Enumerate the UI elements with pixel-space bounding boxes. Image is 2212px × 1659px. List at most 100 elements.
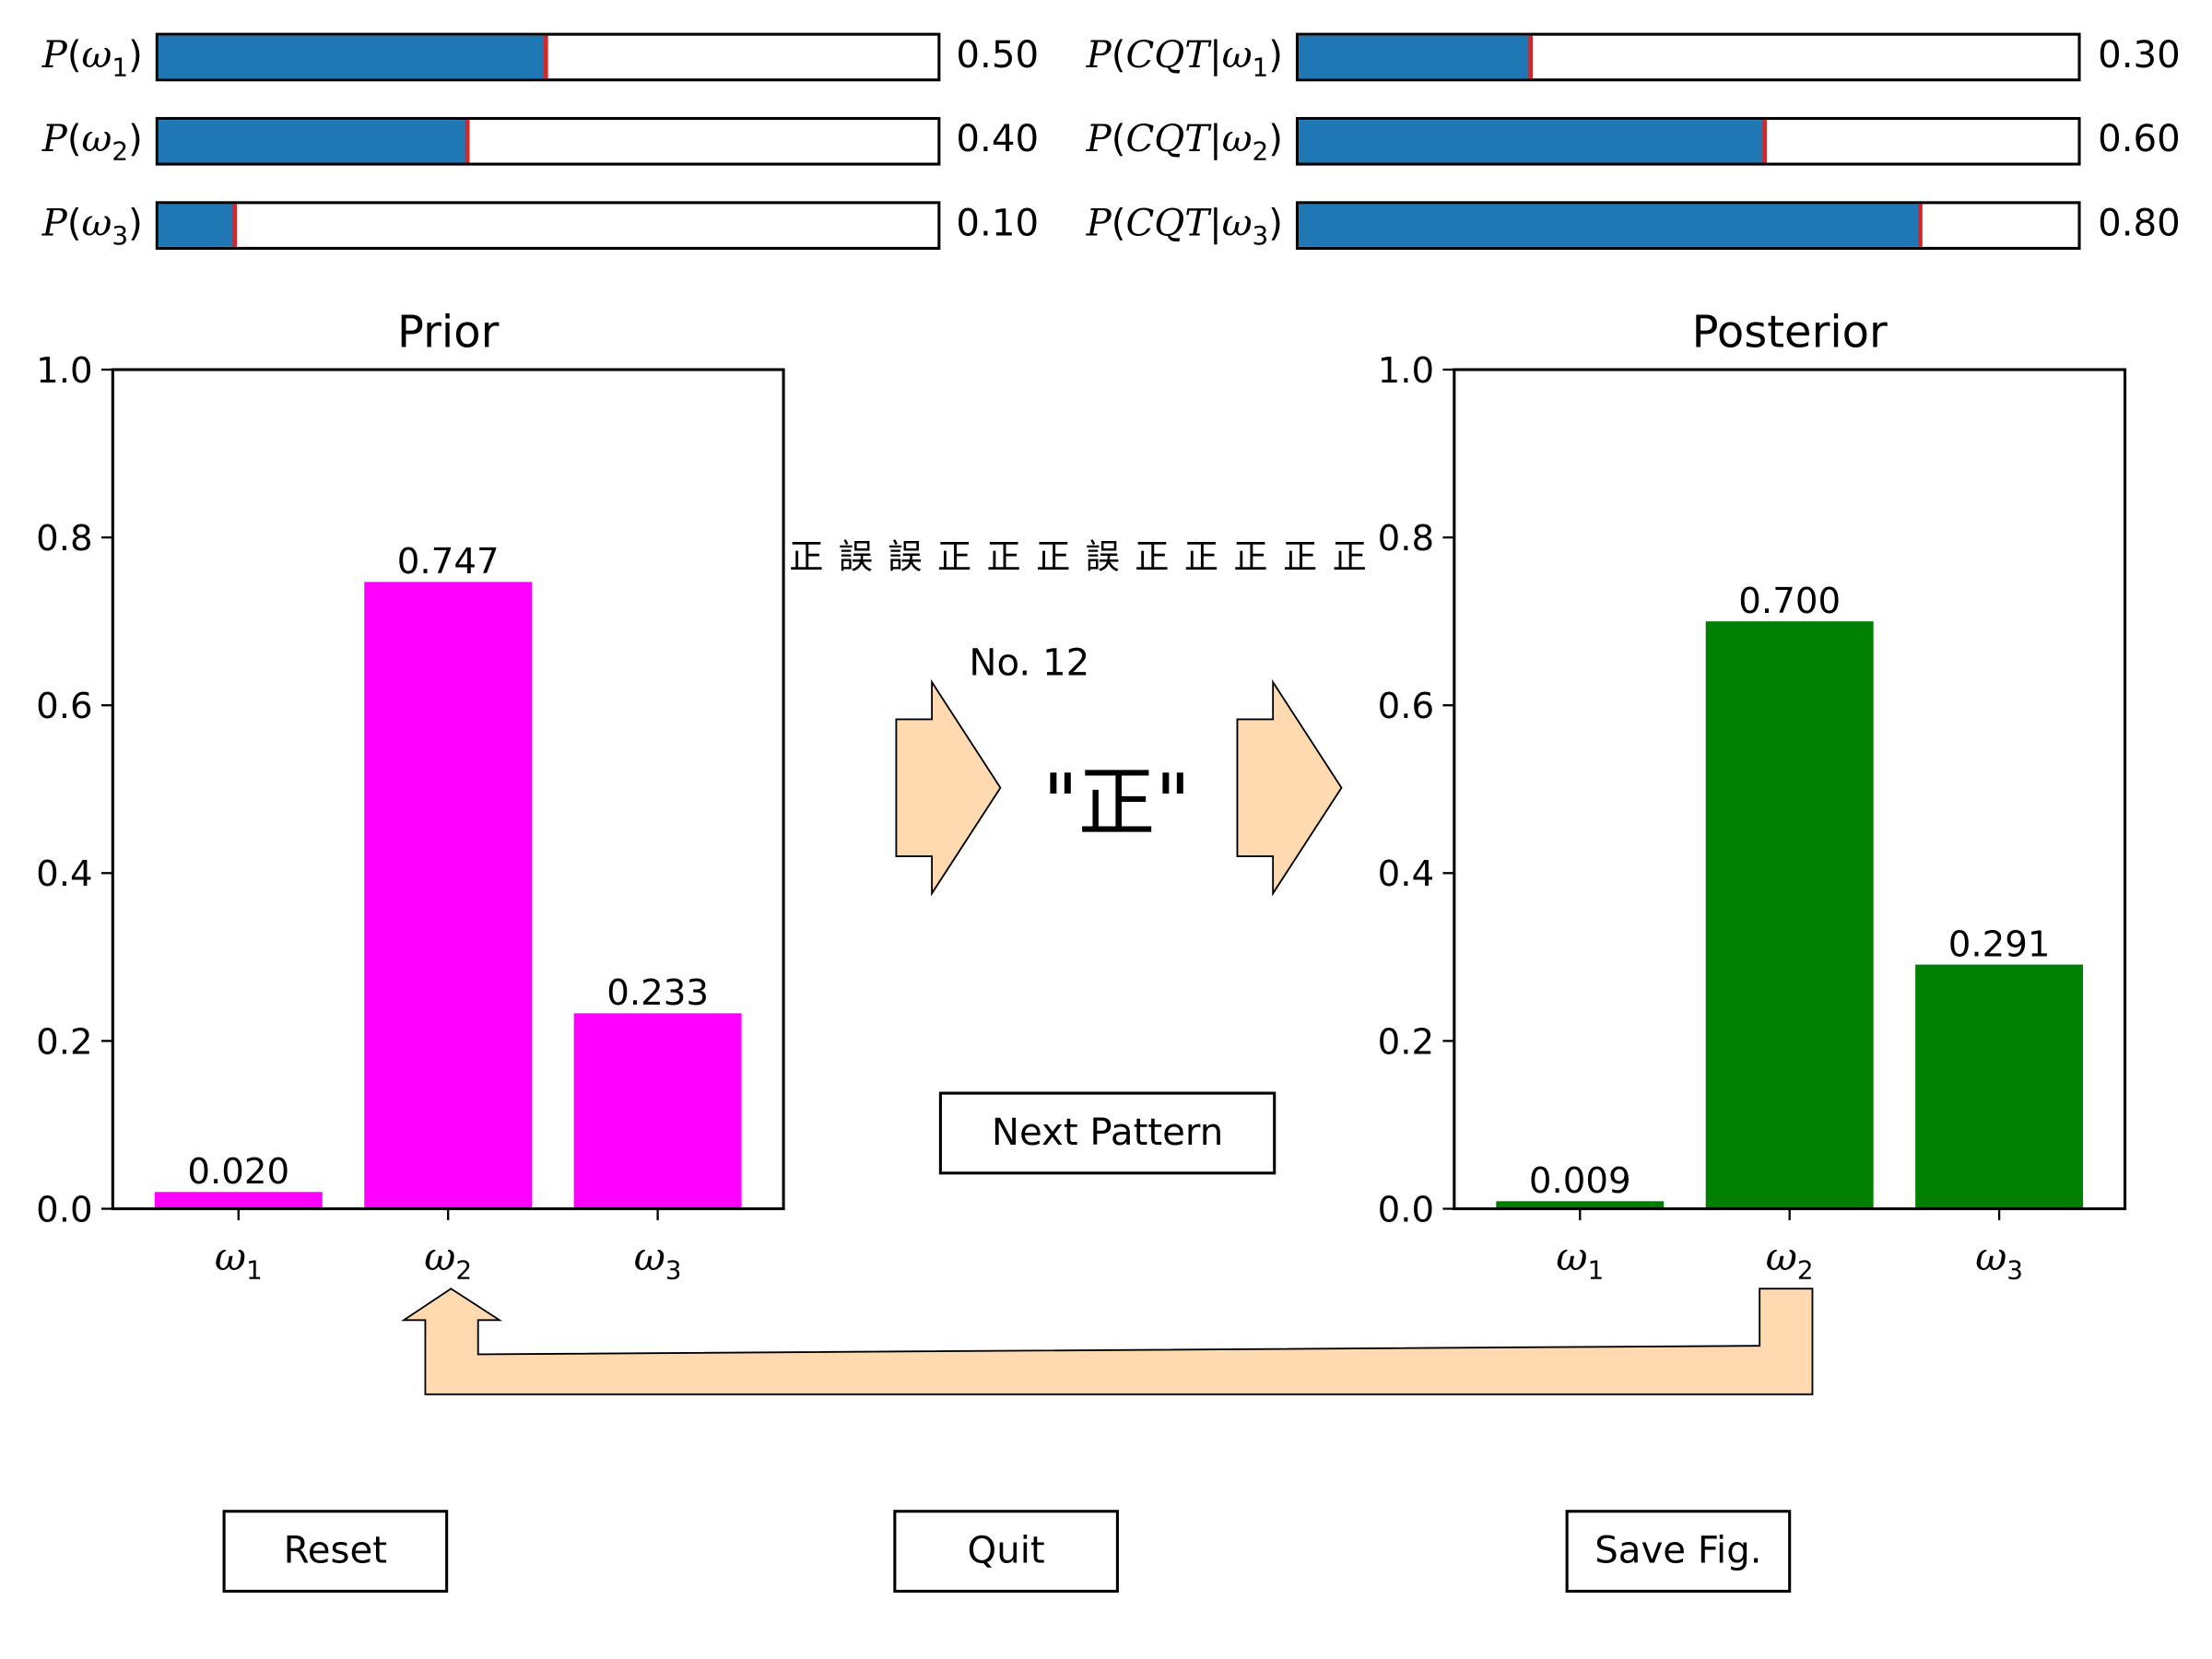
prior-slider-track[interactable]	[155, 201, 941, 250]
x-tick-label: ω3	[634, 1234, 682, 1285]
prior-slider-track[interactable]	[155, 32, 941, 82]
likelihood-slider-fill[interactable]	[1299, 204, 1923, 247]
likelihood-slider-value: 0.80	[2098, 202, 2181, 246]
bar-value-label: 0.747	[397, 541, 500, 582]
likelihood-slider-value: 0.30	[2098, 34, 2181, 77]
label-symbol: ω	[1221, 202, 1253, 246]
prior-slider-label: P(ω2)	[41, 118, 143, 168]
x-tick-subscript: 3	[665, 1254, 682, 1285]
sequence-symbol: 正	[936, 536, 972, 577]
label-subscript: 2	[1252, 136, 1269, 168]
bar	[364, 582, 533, 1209]
label-subscript: 1	[1252, 53, 1269, 84]
label-function: P	[1086, 118, 1112, 161]
x-tick-symbol: ω	[1556, 1234, 1587, 1279]
likelihood-slider-label: P(CQT|ω1)	[1086, 34, 1284, 84]
x-tick-subscript: 2	[1797, 1254, 1814, 1285]
label-condition: CQT	[1125, 202, 1210, 246]
likelihood-slider-track[interactable]	[1295, 32, 2081, 82]
prior-slider-value: 0.10	[956, 202, 1040, 246]
x-tick-label: ω1	[215, 1234, 263, 1285]
likelihood-slider-fill[interactable]	[1299, 120, 1767, 163]
bar	[573, 1013, 742, 1209]
reset-button[interactable]: Reset	[222, 1510, 449, 1594]
posterior-to-prior-arrow	[401, 1288, 1814, 1395]
label-condition: CQT	[1125, 34, 1210, 77]
label-condition: CQT	[1125, 118, 1210, 161]
y-tick-label: 0.8	[1378, 518, 1435, 559]
label-subscript: 3	[1252, 221, 1269, 252]
save-fig-button[interactable]: Save Fig.	[1565, 1510, 1792, 1594]
label-subscript: 2	[112, 136, 129, 168]
y-tick-label: 0.0	[36, 1189, 93, 1230]
bar	[154, 1192, 323, 1209]
sequence-symbol: 正	[1332, 536, 1367, 577]
x-tick-symbol: ω	[215, 1234, 246, 1279]
y-tick-label: 0.2	[36, 1021, 93, 1063]
label-function: P	[41, 118, 67, 161]
likelihood-slider-value: 0.60	[2098, 118, 2181, 161]
prior-slider-fill[interactable]	[158, 35, 548, 79]
prior-slider-fill[interactable]	[158, 204, 237, 247]
flow-arrow-right	[1236, 678, 1343, 897]
label-symbol: ω	[1221, 34, 1253, 77]
flow-arrow-left	[895, 678, 1002, 897]
posterior-chart: Posterior0.009ω10.700ω20.291ω30.00.20.40…	[1378, 306, 2127, 1285]
prior-slider-value: 0.50	[956, 34, 1040, 77]
y-tick-label: 0.6	[1378, 686, 1435, 727]
sequence-symbol: 誤	[838, 536, 873, 577]
x-tick-symbol: ω	[424, 1234, 455, 1279]
y-tick-label: 0.4	[36, 853, 93, 895]
label-subscript: 3	[112, 221, 129, 252]
plot-frame	[111, 368, 785, 1211]
label-function: P	[1086, 34, 1112, 77]
observation-sequence: 正誤誤正正正誤正正正正正	[789, 528, 1374, 580]
likelihood-slider-label: P(CQT|ω3)	[1086, 202, 1284, 252]
bar-value-label: 0.291	[1948, 924, 2051, 965]
x-tick-symbol: ω	[1975, 1234, 2006, 1279]
next-pattern-button[interactable]: Next Pattern	[938, 1091, 1277, 1175]
prior-slider-fill[interactable]	[158, 120, 471, 163]
x-tick-subscript: 1	[1587, 1254, 1604, 1285]
likelihood-slider-track[interactable]	[1295, 116, 2081, 166]
x-tick-symbol: ω	[1766, 1234, 1797, 1279]
bar-value-label: 0.020	[187, 1151, 289, 1193]
feedback-arrow	[401, 1288, 1814, 1395]
y-tick-label: 1.0	[36, 350, 93, 392]
prior-slider-label: P(ω1)	[41, 34, 143, 84]
y-tick-label: 0.4	[1378, 853, 1435, 895]
prior-slider-value: 0.40	[956, 118, 1040, 161]
prior-slider-label: P(ω3)	[41, 202, 143, 252]
label-subscript: 1	[112, 53, 129, 84]
x-tick-label: ω3	[1975, 1234, 2023, 1285]
x-tick-label: ω2	[1766, 1234, 1814, 1285]
sequence-symbol: 誤	[1085, 536, 1120, 577]
sequence-symbol: 誤	[888, 536, 923, 577]
y-tick-label: 1.0	[1378, 350, 1435, 392]
flow-arrows	[895, 678, 1343, 897]
chart-title: Posterior	[1692, 306, 1888, 358]
x-tick-subscript: 3	[2006, 1254, 2023, 1285]
sequence-symbol: 正	[1233, 536, 1268, 577]
bar-value-label: 0.233	[606, 972, 709, 1014]
likelihood-slider-track[interactable]	[1295, 201, 2081, 250]
label-symbol: ω	[81, 202, 112, 246]
sequence-symbol: 正	[789, 536, 824, 577]
quit-button[interactable]: Quit	[893, 1510, 1119, 1594]
bar-value-label: 0.700	[1738, 581, 1841, 622]
bar	[1915, 964, 2084, 1209]
prior-slider-track[interactable]	[155, 116, 941, 166]
sequence-symbol: 正	[1283, 536, 1318, 577]
label-symbol: ω	[81, 118, 112, 161]
x-tick-subscript: 2	[455, 1254, 472, 1285]
likelihood-slider-fill[interactable]	[1299, 35, 1533, 79]
prior-chart: Prior0.020ω10.747ω20.233ω30.00.20.40.60.…	[36, 306, 785, 1285]
y-tick-label: 0.0	[1378, 1189, 1435, 1230]
sequence-symbol: 正	[1135, 536, 1170, 577]
chart-title: Prior	[397, 306, 500, 358]
bar	[1496, 1201, 1665, 1209]
x-tick-label: ω2	[424, 1234, 472, 1285]
y-tick-label: 0.8	[36, 518, 93, 559]
label-symbol: ω	[1221, 118, 1253, 161]
